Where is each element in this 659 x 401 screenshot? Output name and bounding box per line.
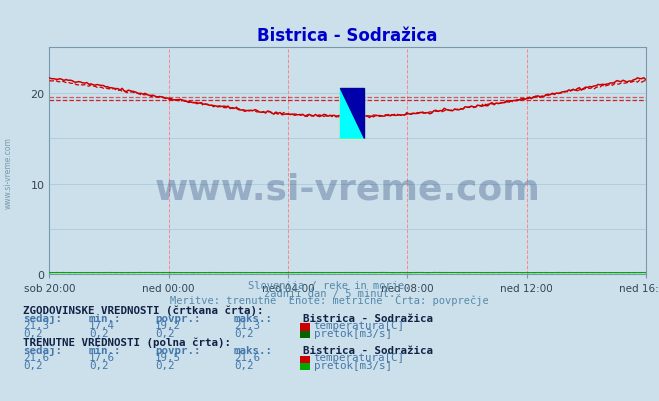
Text: 0,2: 0,2 <box>155 360 175 370</box>
Text: temperatura[C]: temperatura[C] <box>314 320 405 330</box>
Text: maks.:: maks.: <box>234 313 273 323</box>
Text: temperatura[C]: temperatura[C] <box>314 352 405 363</box>
Text: povpr.:: povpr.: <box>155 345 200 355</box>
Text: 0,2: 0,2 <box>155 328 175 338</box>
Text: sedaj:: sedaj: <box>23 312 62 323</box>
Text: Meritve: trenutne  Enote: metrične  Črta: povprečje: Meritve: trenutne Enote: metrične Črta: … <box>170 294 489 306</box>
Text: povpr.:: povpr.: <box>155 313 200 323</box>
Polygon shape <box>341 89 364 139</box>
Polygon shape <box>341 89 364 139</box>
Text: maks.:: maks.: <box>234 345 273 355</box>
Text: Bistrica - Sodražica: Bistrica - Sodražica <box>303 345 433 355</box>
Text: 21,6: 21,6 <box>234 352 260 363</box>
Text: Bistrica - Sodražica: Bistrica - Sodražica <box>303 313 433 323</box>
Text: 21,3: 21,3 <box>234 320 260 330</box>
Title: Bistrica - Sodražica: Bistrica - Sodražica <box>258 27 438 45</box>
Text: 0,2: 0,2 <box>23 360 43 370</box>
Text: min.:: min.: <box>89 313 121 323</box>
Text: sedaj:: sedaj: <box>23 344 62 355</box>
Text: 19,2: 19,2 <box>155 320 181 330</box>
Text: www.si-vreme.com: www.si-vreme.com <box>3 137 13 208</box>
Text: zadnji dan / 5 minut.: zadnji dan / 5 minut. <box>264 288 395 298</box>
Text: 0,2: 0,2 <box>89 360 109 370</box>
Text: pretok[m3/s]: pretok[m3/s] <box>314 360 391 370</box>
Text: 0,2: 0,2 <box>234 360 254 370</box>
Text: Slovenija / reke in morje.: Slovenija / reke in morje. <box>248 280 411 290</box>
Text: 0,2: 0,2 <box>234 328 254 338</box>
Text: 0,2: 0,2 <box>89 328 109 338</box>
Text: 21,3: 21,3 <box>23 320 49 330</box>
Text: 19,5: 19,5 <box>155 352 181 363</box>
Text: 0,2: 0,2 <box>23 328 43 338</box>
Text: 17,4: 17,4 <box>89 320 115 330</box>
Text: 21,6: 21,6 <box>23 352 49 363</box>
Text: min.:: min.: <box>89 345 121 355</box>
Text: 17,6: 17,6 <box>89 352 115 363</box>
Text: ZGODOVINSKE VREDNOSTI (črtkana črta):: ZGODOVINSKE VREDNOSTI (črtkana črta): <box>23 304 264 315</box>
Text: pretok[m3/s]: pretok[m3/s] <box>314 328 391 338</box>
Text: TRENUTNE VREDNOSTI (polna črta):: TRENUTNE VREDNOSTI (polna črta): <box>23 336 231 347</box>
Bar <box>341 89 364 139</box>
Text: www.si-vreme.com: www.si-vreme.com <box>155 172 540 206</box>
